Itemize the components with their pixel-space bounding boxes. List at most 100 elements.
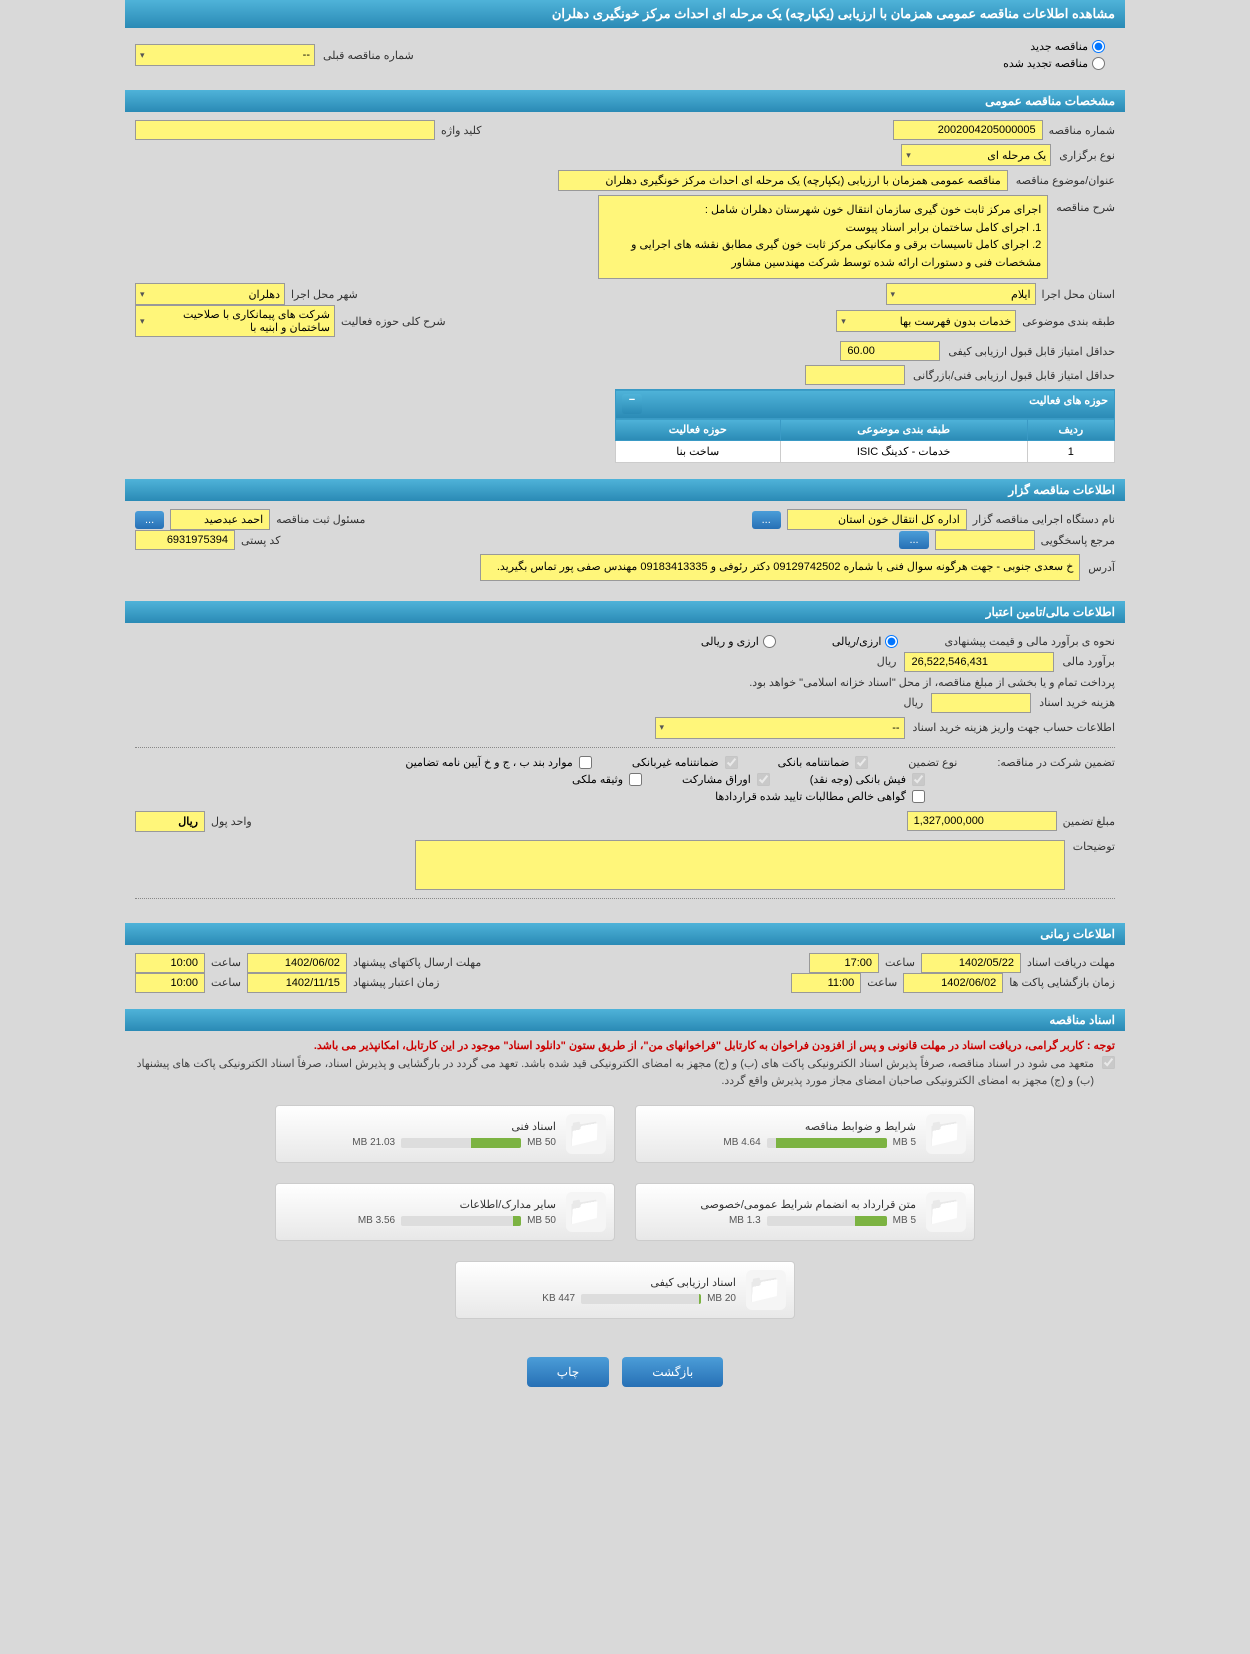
back-button[interactable]: بازگشت xyxy=(622,1357,723,1387)
folder-progress xyxy=(581,1294,701,1304)
currency-label: واحد پول xyxy=(211,815,252,828)
scope-select[interactable]: شرکت های پیمانکاری با صلاحیت ساختمان و ا… xyxy=(135,305,335,337)
validity-label: زمان اعتبار پیشنهاد xyxy=(353,976,440,989)
address-field: خ سعدی جنوبی - جهت هرگونه سوال فنی با شم… xyxy=(480,554,1080,581)
validity-time: 10:00 xyxy=(135,973,205,993)
rial-unit: ریال xyxy=(877,655,897,668)
payment-note: پرداخت تمام و یا بخشی از مبلغ مناقصه، از… xyxy=(749,676,1115,689)
keyword-field[interactable] xyxy=(135,120,435,140)
registrar-more-button[interactable]: ... xyxy=(135,511,164,529)
agreement-checkbox xyxy=(1102,1056,1115,1069)
radio-new-label: مناقصه جدید xyxy=(1030,40,1088,53)
receive-date: 1402/05/22 xyxy=(921,953,1021,973)
chk-property[interactable]: وثیقه ملکی xyxy=(572,773,642,786)
chk-other[interactable]: موارد بند ب ، ج و خ آیین نامه تضامین xyxy=(405,756,591,769)
receive-deadline-label: مهلت دریافت اسناد xyxy=(1027,956,1115,969)
min-quality-field: 60.00 xyxy=(840,341,940,361)
chevron-down-icon: ▾ xyxy=(891,289,896,300)
send-time: 10:00 xyxy=(135,953,205,973)
contact-field xyxy=(935,530,1035,550)
subject-field: مناقصه عمومی همزمان با ارزیابی (یکپارچه)… xyxy=(558,170,1008,191)
doc-cost-field xyxy=(931,693,1031,713)
chk-bonds[interactable]: اوراق مشارکت xyxy=(682,773,770,786)
min-tech-label: حداقل امتیاز قابل قبول ارزیابی فنی/بازرگ… xyxy=(913,369,1115,382)
guarantee-type-label: نوع تضمین xyxy=(908,756,957,769)
number-field: 2002004205000005 xyxy=(893,120,1043,140)
print-button[interactable]: چاپ xyxy=(527,1357,609,1387)
section-holder: اطلاعات مناقصه گزار xyxy=(125,479,1125,501)
collapse-icon[interactable]: − xyxy=(622,394,642,414)
folder-total: 20 MB xyxy=(707,1293,736,1304)
contact-more-button[interactable]: ... xyxy=(899,531,928,549)
section-documents: اسناد مناقصه xyxy=(125,1009,1125,1031)
chk-bank[interactable]: ضمانتنامه بانکی xyxy=(778,756,869,769)
open-date: 1402/06/02 xyxy=(903,973,1003,993)
registrar-field: احمد عبدصید xyxy=(170,509,270,530)
table-row: 1 خدمات - کدینگ ISIC ساخت بنا xyxy=(616,441,1115,463)
estimate-field: 26,522,546,431 xyxy=(904,652,1054,672)
folder-used: 4.64 MB xyxy=(723,1137,760,1148)
section-general: مشخصات مناقصه عمومی xyxy=(125,90,1125,112)
chevron-down-icon: ▾ xyxy=(140,316,145,327)
chevron-down-icon: ▾ xyxy=(140,50,145,61)
folder-used: 3.56 MB xyxy=(358,1215,395,1226)
keyword-label: کلید واژه xyxy=(441,124,481,137)
chevron-down-icon: ▾ xyxy=(841,316,846,327)
folder-card[interactable]: شرایط و ضوابط مناقصه 5 MB 4.64 MB xyxy=(635,1105,975,1163)
chevron-down-icon: ▾ xyxy=(906,150,911,161)
chevron-down-icon: ▾ xyxy=(660,722,665,733)
chk-receipt[interactable]: فیش بانکی (وجه نقد) xyxy=(810,773,925,786)
folder-card[interactable]: سایر مدارک/اطلاعات 50 MB 3.56 MB xyxy=(275,1183,615,1241)
folder-title: اسناد فنی xyxy=(284,1120,556,1133)
province-select[interactable]: ایلام▾ xyxy=(886,283,1036,305)
folder-progress xyxy=(767,1138,887,1148)
folder-used: 21.03 MB xyxy=(352,1137,395,1148)
radio-rial[interactable]: ارزی/ریالی xyxy=(832,635,899,648)
open-time: 11:00 xyxy=(791,973,861,993)
validity-date: 1402/11/15 xyxy=(247,973,347,993)
radio-renewed-input[interactable] xyxy=(1092,57,1105,70)
folder-icon xyxy=(926,1192,966,1232)
folder-total: 50 MB xyxy=(527,1215,556,1226)
org-more-button[interactable]: ... xyxy=(752,511,781,529)
prev-number-select[interactable]: -- ▾ xyxy=(135,44,315,66)
contact-label: مرجع پاسخگویی xyxy=(1041,534,1115,547)
org-label: نام دستگاه اجرایی مناقصه گزار xyxy=(973,513,1115,526)
doc-cost-label: هزینه خرید اسناد xyxy=(1039,696,1115,709)
folder-icon xyxy=(566,1192,606,1232)
folder-card[interactable]: متن قرارداد به انضمام شرایط عمومی/خصوصی … xyxy=(635,1183,975,1241)
open-label: زمان بازگشایی پاکت ها xyxy=(1009,976,1115,989)
folder-icon xyxy=(746,1270,786,1310)
chk-nonbank[interactable]: ضمانتنامه غیربانکی xyxy=(632,756,738,769)
agreement-text: متعهد می شود در اسناد مناقصه، صرفاً پذیر… xyxy=(135,1056,1094,1091)
chk-claims[interactable]: گواهی خالص مطالبات تایید شده قراردادها xyxy=(715,790,925,803)
type-select[interactable]: یک مرحله ای▾ xyxy=(901,144,1051,166)
desc-field: اجرای مرکز ثابت خون گیری سازمان انتقال خ… xyxy=(598,195,1048,279)
folder-card[interactable]: اسناد ارزیابی کیفی 20 MB 447 KB xyxy=(455,1261,795,1319)
folder-title: شرایط و ضوابط مناقصه xyxy=(644,1120,916,1133)
receive-time: 17:00 xyxy=(809,953,879,973)
folder-card[interactable]: اسناد فنی 50 MB 21.03 MB xyxy=(275,1105,615,1163)
folder-title: سایر مدارک/اطلاعات xyxy=(284,1198,556,1211)
desc-label: شرح مناقصه xyxy=(1056,201,1115,214)
subject-label: عنوان/موضوع مناقصه xyxy=(1016,174,1115,187)
folder-total: 5 MB xyxy=(893,1215,916,1226)
address-label: آدرس xyxy=(1088,561,1115,574)
city-select[interactable]: دهلران▾ xyxy=(135,283,285,305)
section-timing: اطلاعات زمانی xyxy=(125,923,1125,945)
postal-field: 6931975394 xyxy=(135,530,235,550)
guarantee-amount-label: مبلغ تضمین xyxy=(1063,815,1115,828)
folder-progress xyxy=(401,1216,521,1226)
radio-new-tender[interactable]: مناقصه جدید xyxy=(1003,40,1105,53)
account-select[interactable]: --▾ xyxy=(655,717,905,739)
radio-new-input[interactable] xyxy=(1092,40,1105,53)
radio-renewed-tender[interactable]: مناقصه تجدید شده xyxy=(1003,57,1105,70)
radio-renewed-label: مناقصه تجدید شده xyxy=(1003,57,1088,70)
chevron-down-icon: ▾ xyxy=(140,289,145,300)
send-date: 1402/06/02 xyxy=(247,953,347,973)
radio-both[interactable]: ارزی و ریالی xyxy=(701,635,776,648)
activity-table-title: حوزه های فعالیت − xyxy=(616,390,1115,419)
category-select[interactable]: خدمات بدون فهرست بها▾ xyxy=(836,310,1016,332)
notes-field[interactable] xyxy=(415,840,1065,890)
guarantee-label: تضمین شرکت در مناقصه: xyxy=(997,756,1115,769)
